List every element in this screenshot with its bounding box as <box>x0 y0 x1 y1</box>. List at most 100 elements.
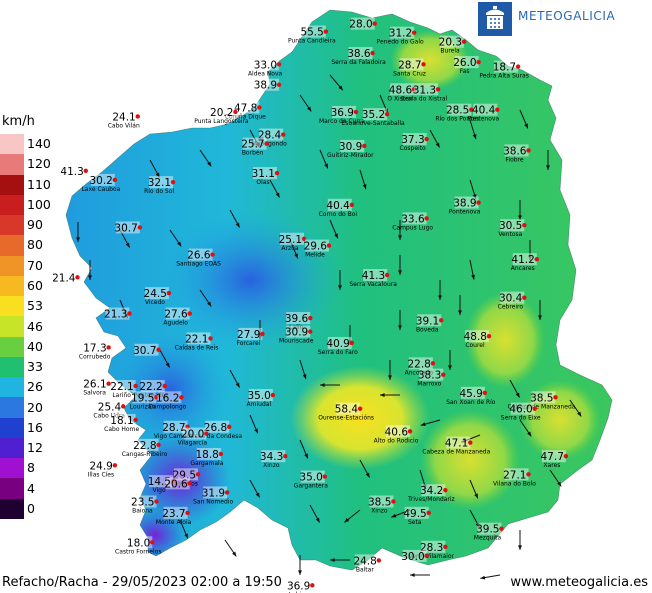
station-marker[interactable]: 30.0 <box>401 549 429 563</box>
station-name: Salvora <box>83 390 106 397</box>
station-marker[interactable]: 30.7 <box>133 343 161 357</box>
station-value: 28.5 <box>446 105 469 117</box>
station-marker[interactable]: 30.7 <box>114 221 143 234</box>
station-marker[interactable]: 21.4 <box>52 271 80 284</box>
station-label-bg <box>255 78 280 91</box>
station-marker[interactable]: 36.9Lobios <box>287 579 315 593</box>
station-marker[interactable]: 48.6O Xistral <box>387 83 417 102</box>
station-marker[interactable]: 20.6 <box>164 477 192 490</box>
station-marker[interactable]: 38.9 <box>254 78 282 92</box>
station-name: Cabo Vilán <box>108 122 140 129</box>
station-marker[interactable]: 21.3 <box>104 307 132 321</box>
meteogalicia-logo[interactable]: METEOGALICIA <box>478 2 615 38</box>
station-marker[interactable]: 28.0 <box>349 17 377 31</box>
station-dot <box>127 311 132 316</box>
station-marker[interactable]: 41.3 <box>60 164 88 178</box>
website-link[interactable]: www.meteogalicia.es <box>510 575 648 590</box>
